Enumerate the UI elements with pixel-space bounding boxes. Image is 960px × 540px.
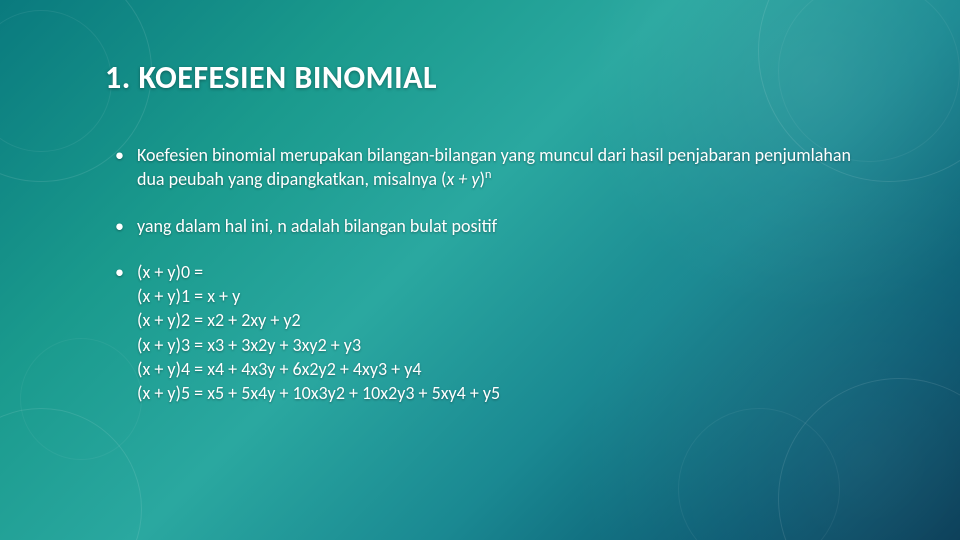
expansion-line: (x + y)0 = <box>137 260 870 284</box>
bullet-text: Koefesien binomial merupakan bilangan-bi… <box>137 144 851 190</box>
expansion-line: (x + y)1 = x + y <box>137 284 870 308</box>
expansion-line: (x + y)5 = x5 + 5x4y + 10x3y2 + 10x2y3 +… <box>137 381 870 405</box>
slide-title: 1. KOEFESIEN BINOMIAL <box>105 58 870 97</box>
bullet-superscript: n <box>485 167 492 182</box>
content-area: 1. KOEFESIEN BINOMIAL Koefesien binomial… <box>0 0 960 540</box>
bullet-text: yang dalam hal ini, n adalah bilangan bu… <box>137 215 497 237</box>
bullet-list: Koefesien binomial merupakan bilangan-bi… <box>105 143 870 406</box>
expansion-line: (x + y)3 = x3 + 3x2y + 3xy2 + y3 <box>137 333 870 357</box>
bullet-italic: x + y <box>447 168 480 190</box>
expansion-line: (x + y)2 = x2 + 2xy + y2 <box>137 308 870 332</box>
expansion-line: (x + y)4 = x4 + 4x3y + 6x2y2 + 4xy3 + y4 <box>137 357 870 381</box>
bullet-item: yang dalam hal ini, n adalah bilangan bu… <box>137 214 870 238</box>
bullet-item: (x + y)0 = (x + y)1 = x + y (x + y)2 = x… <box>137 260 870 406</box>
slide: 1. KOEFESIEN BINOMIAL Koefesien binomial… <box>0 0 960 540</box>
bullet-item: Koefesien binomial merupakan bilangan-bi… <box>137 143 870 192</box>
